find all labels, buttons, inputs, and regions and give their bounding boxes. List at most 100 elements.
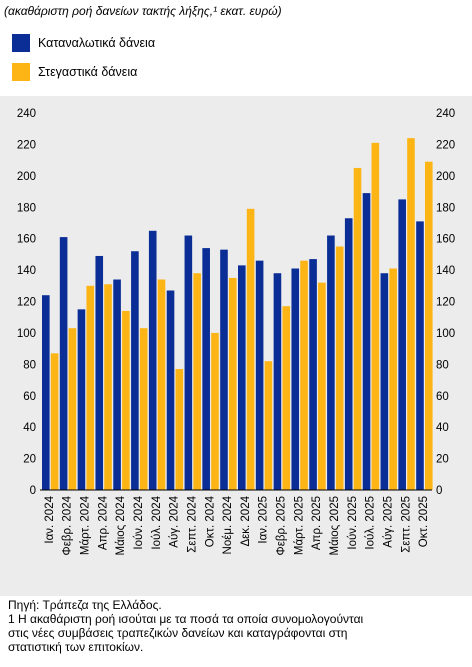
legend-swatch-housing: [12, 63, 30, 81]
notes: Πηγή: Τράπεζα της Ελλάδος. 1 Η ακαθάριστ…: [8, 598, 464, 654]
bar-housing: [264, 361, 273, 490]
x-tick-label: Ιούν. 2024: [133, 495, 145, 549]
bar-consumer: [362, 193, 371, 491]
x-tick-label: Απρ. 2025: [311, 496, 323, 550]
legend-label-housing: Στεγαστικά δάνεια: [38, 65, 138, 79]
x-tick-label: Δεκ. 2024: [240, 495, 252, 546]
bar-housing: [228, 277, 237, 490]
x-tick-label: Οκτ. 2024: [204, 495, 216, 547]
bar-housing: [335, 246, 344, 490]
chart-subtitle: (ακαθάριστη ροή δανείων τακτής λήξης,¹ ε…: [4, 4, 282, 18]
y-tick-label-right: 100: [436, 328, 455, 340]
bar-housing: [371, 142, 380, 490]
bar-consumer: [166, 290, 175, 490]
bar-housing: [104, 284, 112, 490]
y-tick-label-right: 180: [436, 202, 455, 214]
y-tick-label-right: 0: [436, 485, 442, 497]
bar-chart: 0 0 20 20 40 40 60 60 80 80 100 100 120 120 140 140 160 1…: [17, 108, 455, 556]
bar-housing: [407, 138, 415, 490]
y-tick-label-right: 160: [436, 234, 455, 246]
y-tick-label-left: 0: [30, 485, 36, 497]
bar-housing: [86, 285, 95, 490]
x-tick-label: Μάιος 2025: [329, 496, 341, 556]
bar-housing: [157, 279, 166, 490]
y-tick-label-right: 140: [436, 265, 455, 277]
y-tick-label-right: 60: [436, 391, 449, 403]
bar-housing: [122, 310, 130, 490]
y-tick-label-left: 40: [23, 422, 36, 434]
y-tick-label-right: 240: [436, 108, 455, 120]
y-tick-label-left: 60: [23, 391, 36, 403]
x-tick-label: Απρ. 2024: [97, 495, 109, 550]
bar-consumer: [184, 235, 193, 490]
bar-consumer: [291, 268, 300, 490]
y-tick-label-left: 20: [23, 454, 36, 466]
x-tick-label: Αύγ. 2025: [382, 496, 394, 548]
y-tick-label-left: 120: [17, 297, 36, 309]
x-tick-label: Οκτ. 2025: [418, 496, 430, 547]
y-tick-label-right: 200: [436, 171, 455, 183]
footnote-line-2: στις νέες συμβάσεις τραπεζικών δανείων κ…: [8, 626, 348, 640]
bar-consumer: [273, 273, 282, 490]
footnote-line-1: 1 Η ακαθάριστη ροή ισούται με τα ποσά τα…: [8, 612, 364, 626]
x-tick-label: Ιαν. 2025: [258, 496, 270, 544]
bar-housing: [424, 161, 433, 490]
bar-consumer: [131, 251, 139, 490]
bar-consumer: [77, 309, 86, 490]
bar-consumer: [148, 230, 157, 490]
bar-consumer: [380, 273, 389, 490]
x-tick-label: Σεπτ. 2025: [400, 496, 412, 553]
legend: Καταναλωτικά δάνεια Στεγαστικά δάνεια: [12, 34, 155, 92]
x-tick-label: Ιούλ. 2024: [151, 495, 163, 549]
bar-housing: [246, 208, 255, 490]
bar-housing: [318, 282, 326, 490]
x-tick-label: Ιούλ. 2025: [365, 496, 377, 550]
bar-consumer: [327, 235, 335, 490]
y-tick-label-left: 100: [17, 328, 36, 340]
legend-item-consumer: Καταναλωτικά δάνεια: [12, 34, 155, 52]
bar-housing: [139, 328, 148, 490]
legend-label-consumer: Καταναλωτικά δάνεια: [38, 36, 156, 50]
bar-consumer: [238, 265, 246, 490]
y-tick-label-left: 220: [17, 139, 36, 151]
y-tick-label-left: 140: [17, 265, 36, 277]
bar-housing: [300, 260, 308, 490]
y-tick-label-right: 220: [436, 139, 455, 151]
bar-consumer: [202, 248, 210, 490]
x-tick-label: Φεβρ. 2025: [276, 496, 288, 555]
bar-housing: [389, 268, 397, 490]
bar-housing: [175, 369, 184, 490]
y-tick-label-right: 80: [436, 359, 449, 371]
x-tick-label: Σεπτ. 2024: [186, 495, 198, 552]
bar-housing: [50, 353, 59, 490]
y-tick-label-left: 200: [17, 171, 36, 183]
bar-consumer: [220, 249, 228, 490]
bar-consumer: [42, 295, 50, 490]
y-tick-label-right: 20: [436, 454, 449, 466]
x-tick-label: Μάρτ. 2024: [80, 495, 92, 555]
y-tick-label-left: 80: [23, 359, 36, 371]
bar-consumer: [398, 199, 406, 490]
y-tick-label-right: 40: [436, 422, 449, 434]
y-tick-label-left: 180: [17, 202, 36, 214]
bar-housing: [282, 306, 291, 490]
y-tick-label-left: 240: [17, 108, 36, 120]
bar-consumer: [113, 279, 121, 490]
bar-housing: [211, 332, 219, 490]
bar-consumer: [344, 218, 353, 490]
legend-swatch-consumer: [12, 34, 30, 52]
x-tick-label: Φεβρ. 2024: [62, 495, 74, 555]
x-tick-label: Μάιος 2024: [115, 495, 127, 555]
y-tick-label-left: 160: [17, 234, 36, 246]
bar-housing: [68, 328, 77, 490]
x-tick-label: Ιαν. 2024: [44, 495, 56, 543]
bar-consumer: [309, 259, 317, 490]
bar-consumer: [95, 255, 104, 490]
source-note: Πηγή: Τράπεζα της Ελλάδος.: [8, 598, 162, 612]
legend-item-housing: Στεγαστικά δάνεια: [12, 63, 155, 81]
y-tick-label-right: 120: [436, 297, 455, 309]
x-tick-label: Μάρτ. 2025: [293, 496, 305, 555]
bar-consumer: [416, 221, 424, 490]
bar-housing: [353, 167, 362, 490]
x-tick-label: Νοέμ. 2024: [222, 495, 234, 554]
